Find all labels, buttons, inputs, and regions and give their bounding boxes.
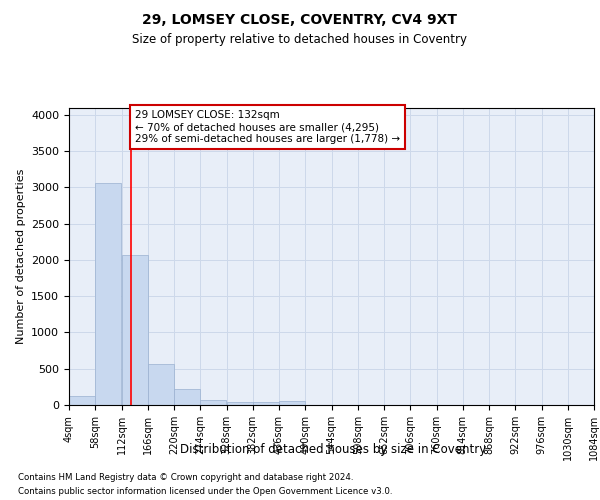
Text: 29, LOMSEY CLOSE, COVENTRY, CV4 9XT: 29, LOMSEY CLOSE, COVENTRY, CV4 9XT xyxy=(143,12,458,26)
Bar xyxy=(174,389,200,405)
Text: 29 LOMSEY CLOSE: 132sqm
← 70% of detached houses are smaller (4,295)
29% of semi: 29 LOMSEY CLOSE: 132sqm ← 70% of detache… xyxy=(135,110,400,144)
Bar xyxy=(69,396,95,405)
Text: Distribution of detached houses by size in Coventry: Distribution of detached houses by size … xyxy=(180,442,486,456)
Text: Contains public sector information licensed under the Open Government Licence v3: Contains public sector information licen… xyxy=(18,488,392,496)
Text: Contains HM Land Registry data © Crown copyright and database right 2024.: Contains HM Land Registry data © Crown c… xyxy=(18,472,353,482)
Bar xyxy=(200,400,226,405)
Y-axis label: Number of detached properties: Number of detached properties xyxy=(16,168,26,344)
Text: Size of property relative to detached houses in Coventry: Size of property relative to detached ho… xyxy=(133,32,467,46)
Bar xyxy=(148,364,174,405)
Bar xyxy=(253,402,279,405)
Bar xyxy=(122,255,148,405)
Bar xyxy=(279,401,305,405)
Bar xyxy=(227,402,253,405)
Bar xyxy=(95,183,121,405)
